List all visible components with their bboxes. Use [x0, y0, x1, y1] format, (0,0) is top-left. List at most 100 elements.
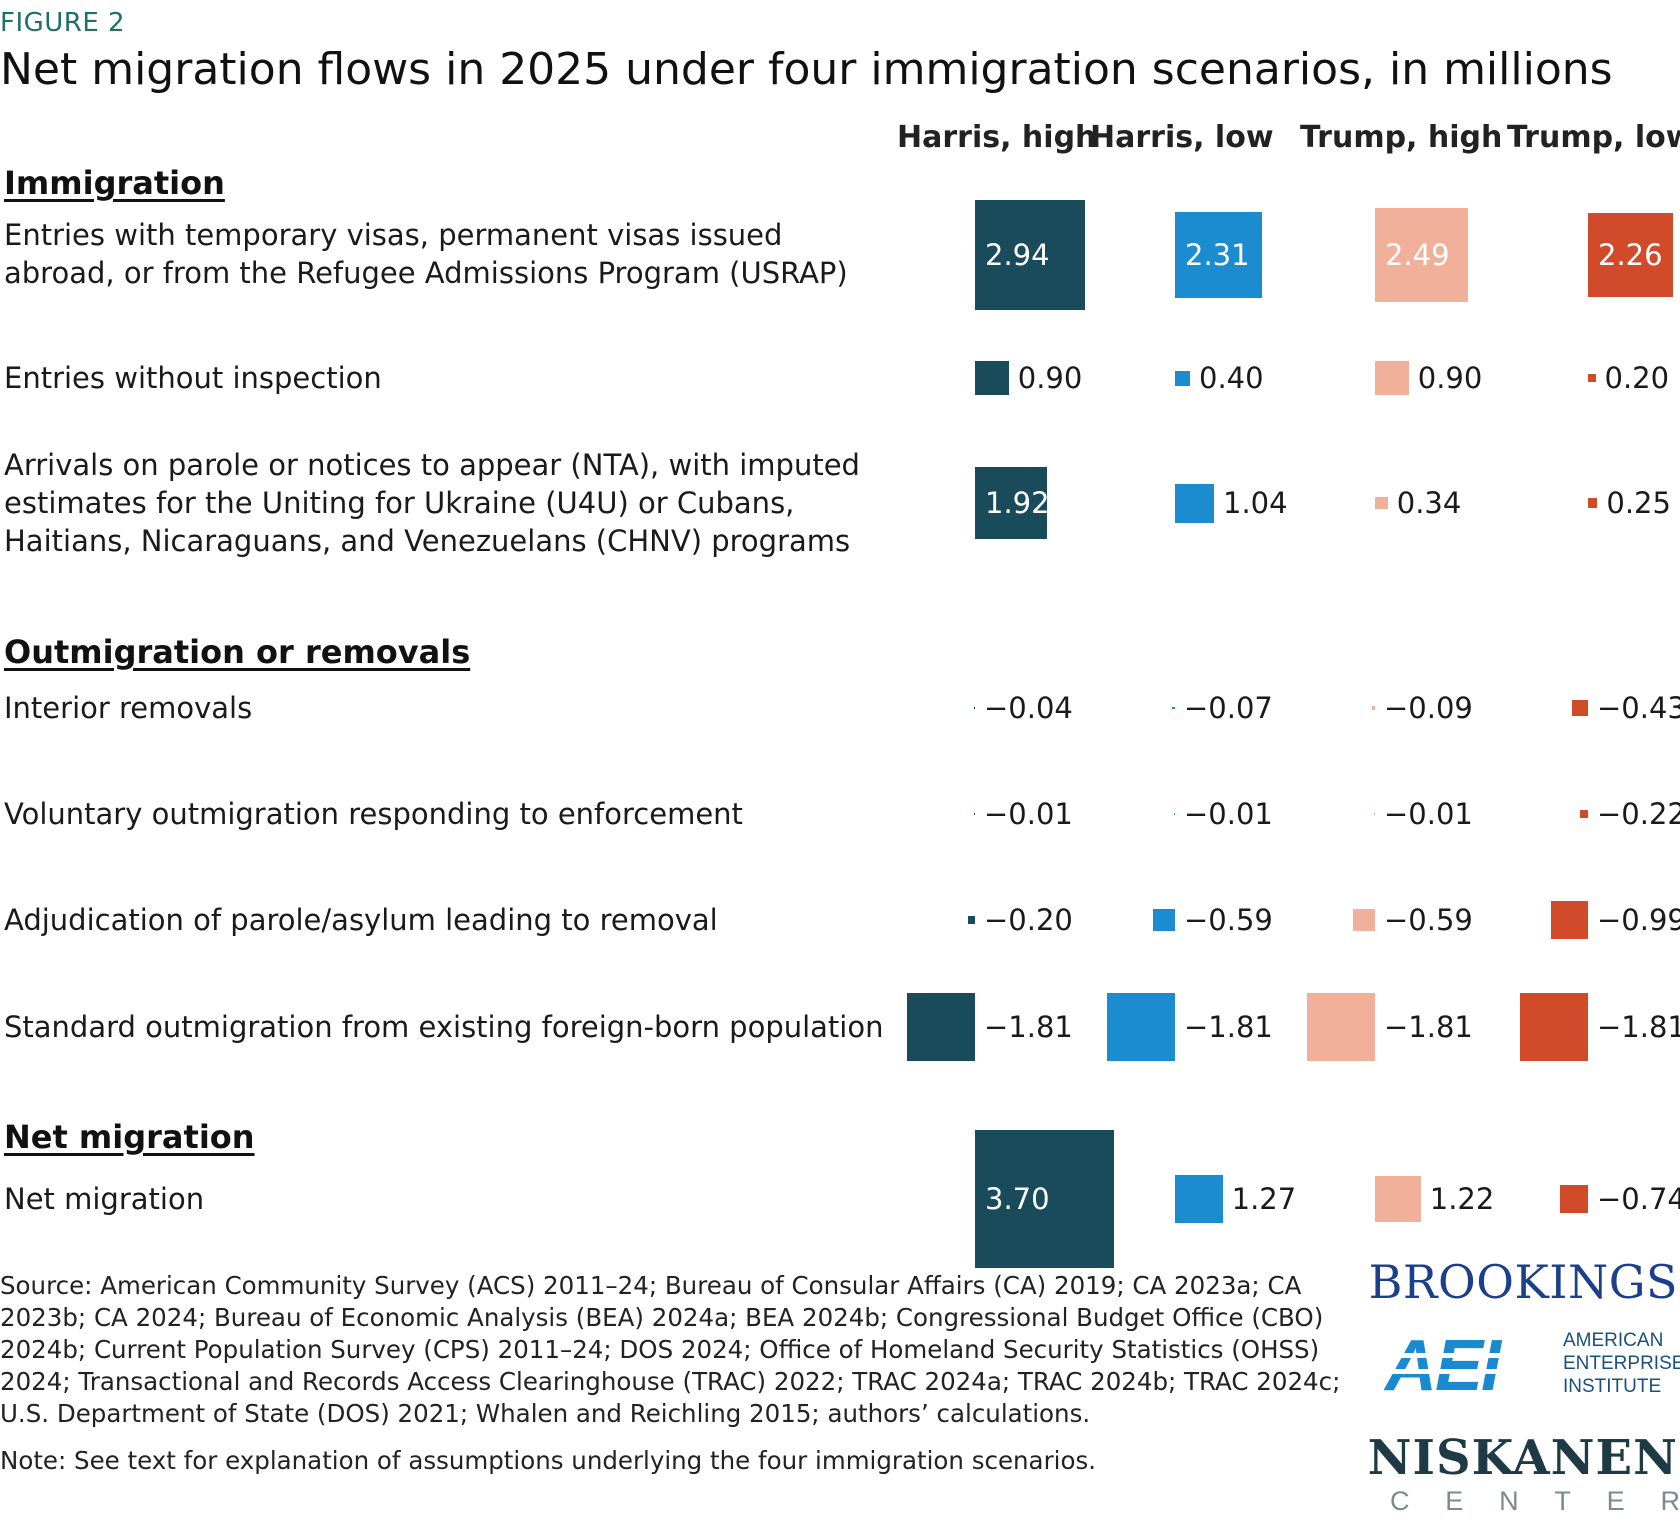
value-label: −0.04: [984, 691, 1073, 725]
bar-mark: [1588, 374, 1596, 382]
bar-mark: [1588, 212, 1673, 298]
niskanen-logo-letter: E: [1606, 1486, 1625, 1516]
aei-logo-stripe: [1390, 1369, 1542, 1374]
bar-mark: [975, 1129, 1114, 1269]
value-label: −0.22: [1597, 797, 1680, 831]
value-label: 2.94: [985, 238, 1050, 272]
value-label: −0.01: [1184, 797, 1273, 831]
bar-mark: [1175, 483, 1214, 523]
section-heading: Net migration: [4, 1118, 255, 1156]
value-label: −0.74: [1597, 1182, 1680, 1216]
bar-mark: [1520, 993, 1588, 1061]
niskanen-logo-letter: E: [1445, 1486, 1464, 1516]
bar-mark: [1107, 993, 1175, 1061]
bar-mark: [1175, 1175, 1223, 1223]
value-label: 1.27: [1231, 1182, 1297, 1216]
bar-mark: [1373, 813, 1375, 815]
bar-mark: [1175, 211, 1262, 299]
bar-mark: [973, 707, 975, 709]
value-label: 1.92: [985, 486, 1050, 520]
aei-logo-name: AMERICAN ENTERPRISE INSTITUTE: [1563, 1329, 1680, 1398]
bar-mark: [1375, 208, 1469, 302]
source-note: Source: American Community Survey (ACS) …: [0, 1271, 1341, 1428]
aei-logo: AEI AMERICAN ENTERPRISE INSTITUTE: [1385, 1325, 1680, 1420]
niskanen-logo-letter: R: [1660, 1486, 1680, 1516]
value-label: 0.90: [1017, 361, 1083, 395]
value-label: −0.07: [1184, 691, 1273, 725]
value-label: 1.22: [1429, 1182, 1495, 1216]
bar-mark: [975, 361, 1009, 395]
value-label: −1.81: [984, 1010, 1073, 1044]
bar-mark: [1175, 370, 1190, 386]
value-label: −0.20: [984, 903, 1073, 937]
niskanen-logo-letter: T: [1554, 1486, 1571, 1516]
aei-logo-mark: AEI: [1385, 1326, 1501, 1406]
bar-mark: [975, 467, 1047, 539]
value-label: 0.25: [1606, 486, 1671, 520]
brookings-logo: BROOKINGS: [1368, 1255, 1678, 1309]
row-label: Net migration: [4, 1182, 205, 1216]
bar-mark: [1579, 809, 1588, 819]
row-label: Adjudication of parole/asylum leading to…: [4, 903, 718, 937]
value-label: 2.31: [1185, 238, 1250, 272]
row-label: Interior removals: [4, 691, 253, 725]
bar-mark: [1307, 993, 1375, 1061]
bar-mark: [1352, 908, 1375, 932]
value-label: −0.01: [984, 797, 1073, 831]
bar-mark: [975, 199, 1086, 311]
column-header: Trump, low: [1507, 120, 1680, 155]
value-label: −0.43: [1597, 691, 1680, 725]
value-label: −1.81: [1597, 1010, 1680, 1044]
column-header: Harris, low: [1090, 120, 1274, 155]
value-label: 2.49: [1385, 238, 1450, 272]
bar-mark: [1152, 908, 1175, 932]
bar-mark: [1173, 813, 1175, 815]
value-label: 2.26: [1598, 238, 1663, 272]
value-label: −1.81: [1384, 1010, 1473, 1044]
bar-mark: [1172, 706, 1175, 710]
aei-logo-name-line: ENTERPRISE: [1563, 1353, 1680, 1374]
bar-mark: [1571, 699, 1588, 717]
column-header: Harris, high: [897, 120, 1097, 155]
row-label: Standard outmigration from existing fore…: [4, 1010, 884, 1044]
value-label: 0.90: [1417, 361, 1483, 395]
section-heading: Immigration: [4, 164, 225, 202]
value-label: −1.81: [1184, 1010, 1273, 1044]
column-header: Trump, high: [1300, 120, 1503, 155]
value-label: −0.59: [1184, 903, 1273, 937]
aei-logo-name-line: INSTITUTE: [1563, 1376, 1662, 1397]
value-label: 0.40: [1199, 361, 1264, 395]
aei-logo-name-line: AMERICAN: [1563, 1330, 1664, 1351]
niskanen-logo-letter: C: [1390, 1486, 1410, 1516]
value-label: −0.59: [1384, 903, 1473, 937]
row-label: Entries with temporary visas, permanent …: [4, 218, 848, 290]
bar-mark: [1371, 706, 1375, 710]
bar-mark: [973, 813, 975, 815]
footnote: Note: See text for explanation of assump…: [0, 1446, 1096, 1475]
bar-mark: [1375, 1176, 1421, 1222]
bar-mark: [1588, 498, 1598, 508]
section-heading: Outmigration or removals: [4, 633, 471, 671]
value-label: −0.01: [1384, 797, 1473, 831]
value-label: −0.09: [1384, 691, 1473, 725]
aei-logo-stripe: [1390, 1353, 1542, 1358]
value-label: 1.04: [1223, 486, 1288, 520]
bar-mark: [1560, 1185, 1588, 1213]
row-label: Entries without inspection: [4, 361, 382, 395]
row-label: Arrivals on parole or notices to appear …: [4, 448, 860, 558]
niskanen-logo: NISKANEN: [1367, 1430, 1678, 1486]
value-label: −0.99: [1597, 903, 1680, 937]
value-label: 0.34: [1396, 486, 1462, 520]
bar-mark: [1375, 496, 1388, 510]
row-label: Voluntary outmigration responding to enf…: [4, 797, 743, 831]
figure-label: FIGURE 2: [0, 8, 126, 38]
niskanen-logo-letter: N: [1499, 1486, 1519, 1516]
chart-title: Net migration flows in 2025 under four i…: [0, 44, 1613, 95]
value-label: 3.70: [985, 1182, 1050, 1216]
bar-mark: [1375, 361, 1409, 395]
bar-mark: [907, 993, 975, 1061]
bar-mark: [1550, 901, 1588, 939]
bar-mark: [967, 916, 975, 924]
value-label: 0.20: [1604, 361, 1670, 395]
